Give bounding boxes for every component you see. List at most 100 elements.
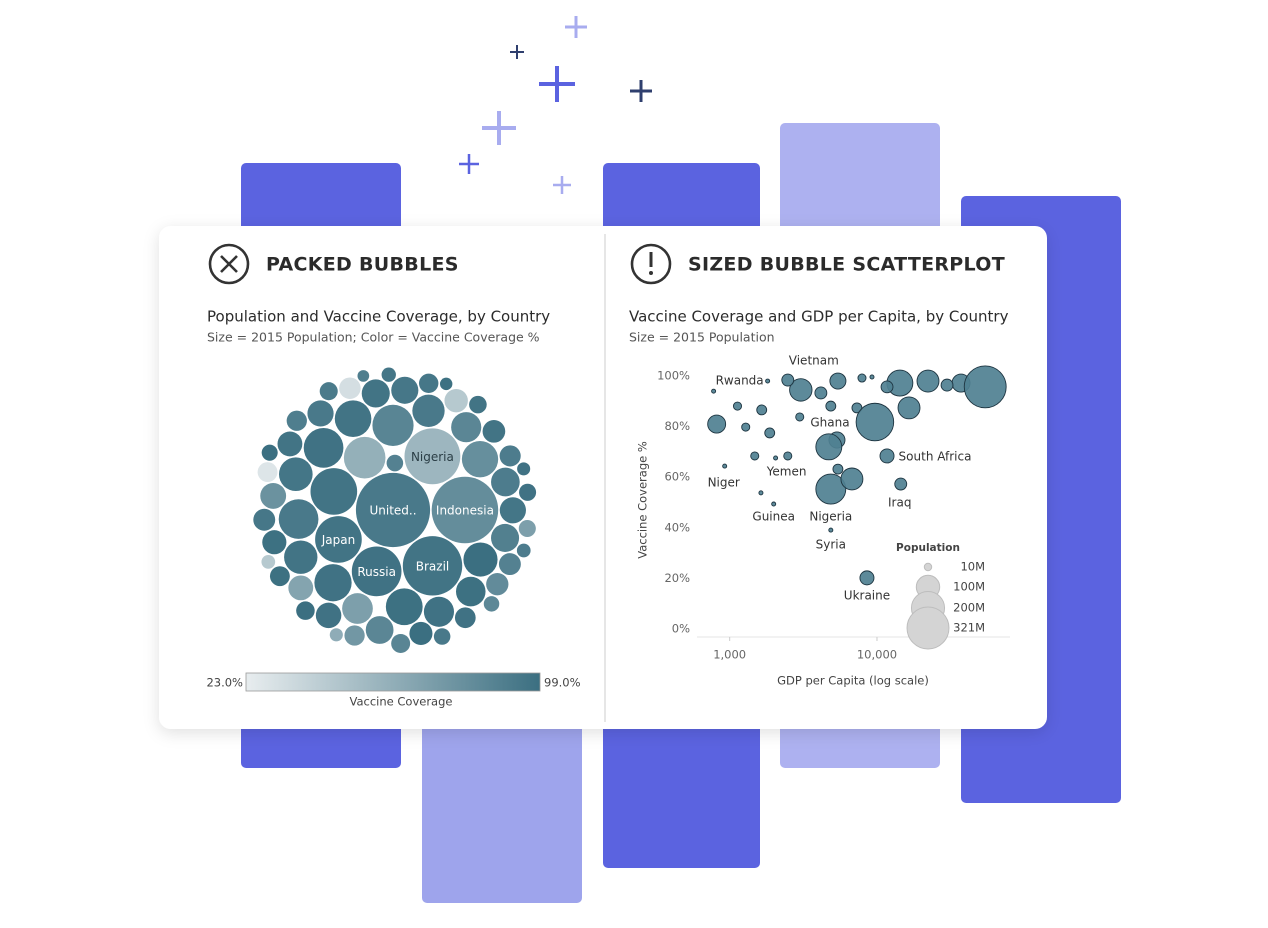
scatter-bubble xyxy=(756,404,768,416)
scatter-bubble xyxy=(814,386,828,400)
bubble xyxy=(372,404,414,446)
bubble xyxy=(286,410,307,431)
scatter-bubble xyxy=(815,433,843,461)
bubble xyxy=(296,601,315,620)
bubble xyxy=(284,540,318,574)
bubble xyxy=(499,497,526,524)
bubble xyxy=(482,420,506,443)
scatter-bubble xyxy=(707,414,727,434)
bubble xyxy=(386,454,404,472)
color-min-label: 23.0% xyxy=(206,676,243,690)
scatter-bubble xyxy=(894,477,908,491)
bubble xyxy=(277,431,303,457)
bubble xyxy=(491,523,520,552)
scatter-bubble xyxy=(750,451,760,461)
y-tick-label: 60% xyxy=(664,470,690,484)
x-tick-label: 10,000 xyxy=(857,648,897,662)
bubble-label: Nigeria xyxy=(411,450,454,464)
chart-title: Vaccine Coverage and GDP per Capita, by … xyxy=(629,308,1009,326)
bubble xyxy=(253,508,276,531)
point-label: Ukraine xyxy=(844,588,890,602)
bubble xyxy=(444,388,468,413)
scatter-bubble xyxy=(940,378,954,392)
heading: SIZED BUBBLE SCATTERPLOT xyxy=(688,254,1005,276)
icon-x xyxy=(208,243,250,285)
plus xyxy=(630,80,652,102)
bubble xyxy=(433,628,451,645)
bubble xyxy=(262,530,287,555)
bubble xyxy=(491,467,520,497)
scatter-bubble xyxy=(771,501,777,507)
bubble xyxy=(423,596,455,627)
bubble xyxy=(351,546,402,597)
icon-exclamation xyxy=(630,243,672,285)
scatter-bubble xyxy=(963,365,1007,409)
y-axis-title: Vaccine Coverage % xyxy=(636,441,650,559)
plus xyxy=(459,154,479,174)
y-tick-label: 0% xyxy=(672,622,690,636)
bubble-label: Brazil xyxy=(416,559,450,573)
bubble xyxy=(391,376,419,404)
bubble xyxy=(269,566,290,587)
bubble xyxy=(498,553,521,576)
scatter-bubble xyxy=(758,490,764,496)
bubble xyxy=(355,472,431,548)
bubble xyxy=(455,576,486,607)
scatter-bubble xyxy=(783,451,793,461)
color-max-label: 99.0% xyxy=(544,676,581,690)
chart-title: Population and Vaccine Coverage, by Coun… xyxy=(207,308,550,326)
bubble xyxy=(278,499,319,539)
bubble xyxy=(261,444,278,461)
color-bar-title: Vaccine Coverage xyxy=(350,695,453,709)
bubble xyxy=(357,370,370,382)
bubble xyxy=(404,428,461,485)
size-legend-bubble xyxy=(923,562,933,572)
scatter-bubble xyxy=(765,378,771,384)
point-label: Guinea xyxy=(752,510,795,524)
bubble xyxy=(365,616,394,644)
scatter-bubble xyxy=(795,412,805,422)
plus xyxy=(565,16,587,38)
y-tick-label: 40% xyxy=(664,520,690,534)
heading: PACKED BUBBLES xyxy=(266,254,459,276)
size-legend-label: 200M xyxy=(953,601,985,615)
bubble xyxy=(342,593,373,624)
deco-bar xyxy=(422,700,582,903)
bubble xyxy=(329,628,343,642)
bubble xyxy=(469,395,487,414)
x-axis-title: GDP per Capita (log scale) xyxy=(777,674,929,688)
bubble xyxy=(288,575,314,601)
scatter-bubble xyxy=(773,455,779,461)
scatter-bubble xyxy=(897,396,921,420)
bubble xyxy=(439,377,453,391)
bubble xyxy=(463,542,498,577)
bubble xyxy=(461,441,499,478)
bubble xyxy=(409,621,433,645)
bubble-label: United.. xyxy=(369,504,416,518)
scatter-bubble xyxy=(764,427,776,439)
scatter-bubble xyxy=(840,467,864,491)
bubble-label: Russia xyxy=(357,565,396,579)
y-tick-label: 100% xyxy=(657,368,690,382)
scatter-bubble xyxy=(781,373,795,387)
point-label: Syria xyxy=(816,538,846,552)
scatter-bubble xyxy=(855,402,895,442)
size-legend-bubble xyxy=(906,606,950,650)
bubble xyxy=(385,588,423,626)
chart-subtitle: Size = 2015 Population xyxy=(629,330,775,345)
scatter-bubble xyxy=(869,374,875,380)
y-tick-label: 80% xyxy=(664,419,690,433)
bubble xyxy=(519,483,537,501)
scatter-bubble xyxy=(832,463,844,475)
bubble xyxy=(344,625,365,646)
bubble xyxy=(483,596,500,612)
bubble xyxy=(307,400,334,427)
scatter-bubble xyxy=(741,422,751,432)
bubble xyxy=(319,382,338,401)
plus-signs xyxy=(459,16,652,194)
scatter-bubble xyxy=(916,369,940,393)
plus xyxy=(553,176,571,194)
bubble xyxy=(412,394,445,427)
scatter-bubble xyxy=(815,473,847,505)
bubble xyxy=(303,428,344,468)
